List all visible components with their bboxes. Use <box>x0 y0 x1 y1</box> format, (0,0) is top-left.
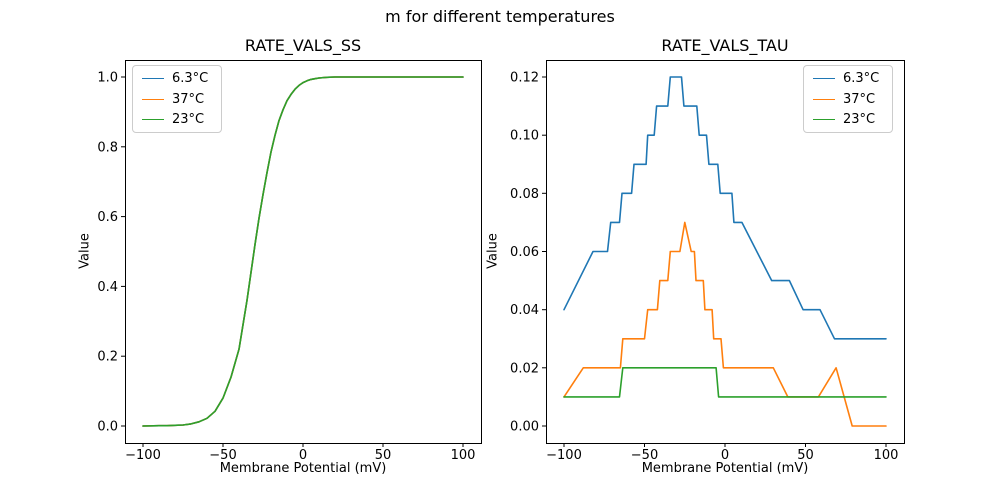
y-tick-label: 0.04 <box>510 303 539 318</box>
curve-37C <box>563 221 887 427</box>
y-tick-label: 0.8 <box>97 140 118 155</box>
legend-line-icon <box>813 98 835 100</box>
tau-plot-title: RATE_VALS_TAU <box>661 36 789 55</box>
curve-6.3C <box>563 76 887 340</box>
legend-line-icon <box>142 119 164 120</box>
legend-item: 23°C <box>142 113 212 126</box>
y-tick-label: 0.02 <box>510 361 539 376</box>
legend-label: 23°C <box>172 112 205 127</box>
legend-item: 23°C <box>813 113 883 126</box>
y-tick-label: 0.4 <box>97 280 118 295</box>
legend-label: 37°C <box>172 91 205 107</box>
figure-title: m for different temperatures <box>385 7 615 26</box>
y-tick-label: 0.10 <box>510 129 539 144</box>
x-tick-label: 50 <box>375 448 392 463</box>
ss-xaxis-label: Membrane Potential (mV) <box>219 461 387 476</box>
x-tick-label: −50 <box>631 448 658 463</box>
y-tick-label: 1.0 <box>97 71 118 86</box>
legend-item: 37°C <box>142 93 212 106</box>
y-tick-label: 0.06 <box>510 245 539 260</box>
legend-line-icon <box>142 98 164 100</box>
legend-label: 37°C <box>843 91 876 107</box>
legend-line-icon <box>813 119 835 120</box>
ss-plot-title: RATE_VALS_SS <box>244 36 362 55</box>
legend-item: 6.3°C <box>142 72 212 85</box>
legend-line-icon <box>142 78 164 79</box>
x-tick-label: 0 <box>299 448 307 463</box>
y-tick-label: 0.2 <box>97 350 118 365</box>
x-tick-label: −100 <box>125 448 161 463</box>
legend-label: 23°C <box>843 112 876 127</box>
x-tick-label: 100 <box>874 448 899 463</box>
y-tick-label: 0.0 <box>97 420 118 435</box>
ss-yaxis-label: Value <box>77 233 93 269</box>
ss-plot-area: −100 −50 0 50 100 0.0 0.2 0.4 0.6 0.8 1.0 <box>97 60 482 463</box>
x-tick-label: 50 <box>797 448 814 463</box>
tau-legend: 6.3°C 37°C 23°C <box>803 65 893 133</box>
y-tick-label: 0.12 <box>510 71 539 86</box>
x-tick-label: −100 <box>546 448 582 463</box>
tau-xaxis-label: Membrane Potential (mV) <box>641 461 809 476</box>
y-tick-label: 0.00 <box>510 420 539 435</box>
y-tick-label: 0.6 <box>97 210 118 225</box>
legend-label: 6.3°C <box>172 71 209 86</box>
curve-23C <box>142 76 464 427</box>
x-tick-label: −50 <box>209 448 236 463</box>
legend-label: 6.3°C <box>843 71 880 86</box>
legend-item: 6.3°C <box>813 72 883 85</box>
tau-yaxis-label: Value <box>485 233 501 269</box>
x-tick-label: 0 <box>721 448 729 463</box>
legend-item: 37°C <box>813 93 883 106</box>
y-tick-label: 0.08 <box>510 187 539 202</box>
ss-legend: 6.3°C 37°C 23°C <box>132 65 222 133</box>
legend-line-icon <box>813 78 835 79</box>
curve-23C <box>563 367 887 398</box>
tau-plot-area: −100 −50 0 50 100 0.00 0.02 0.04 0.06 0.08 0.10 0.1… <box>510 60 905 463</box>
x-tick-label: 100 <box>451 448 476 463</box>
